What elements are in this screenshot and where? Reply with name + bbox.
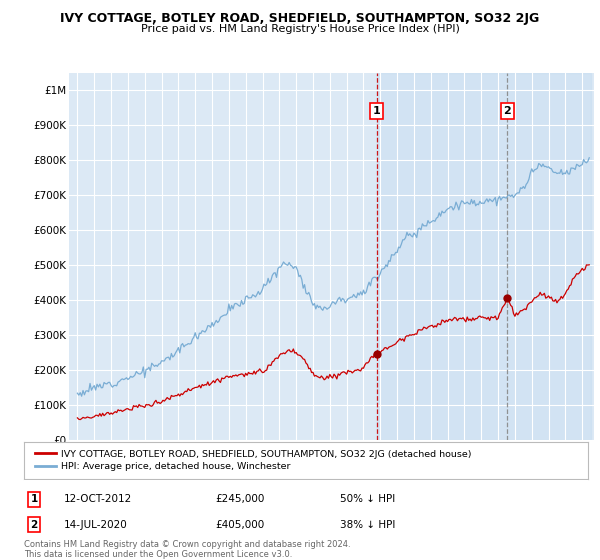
Text: 14-JUL-2020: 14-JUL-2020 [64, 520, 127, 530]
Text: 1: 1 [31, 494, 38, 504]
Legend: IVY COTTAGE, BOTLEY ROAD, SHEDFIELD, SOUTHAMPTON, SO32 2JG (detached house), HPI: IVY COTTAGE, BOTLEY ROAD, SHEDFIELD, SOU… [32, 446, 475, 475]
Text: Contains HM Land Registry data © Crown copyright and database right 2024.
This d: Contains HM Land Registry data © Crown c… [24, 540, 350, 559]
Bar [377, 73, 590, 440]
Text: 12-OCT-2012: 12-OCT-2012 [64, 494, 132, 504]
Text: £405,000: £405,000 [216, 520, 265, 530]
Text: 2: 2 [31, 520, 38, 530]
Text: 2: 2 [503, 106, 511, 116]
Text: Price paid vs. HM Land Registry's House Price Index (HPI): Price paid vs. HM Land Registry's House … [140, 24, 460, 34]
Text: 1: 1 [373, 106, 380, 116]
Text: 38% ↓ HPI: 38% ↓ HPI [340, 520, 395, 530]
Text: 50% ↓ HPI: 50% ↓ HPI [340, 494, 395, 504]
Text: IVY COTTAGE, BOTLEY ROAD, SHEDFIELD, SOUTHAMPTON, SO32 2JG: IVY COTTAGE, BOTLEY ROAD, SHEDFIELD, SOU… [61, 12, 539, 25]
Text: £245,000: £245,000 [216, 494, 265, 504]
